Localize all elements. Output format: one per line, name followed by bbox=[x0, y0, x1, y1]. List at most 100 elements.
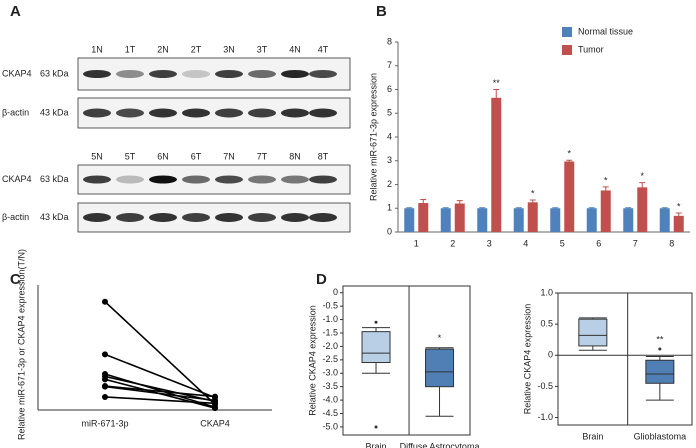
lane-label: 6N bbox=[157, 151, 169, 161]
plot-frame bbox=[342, 285, 471, 436]
x-tick-label: 5 bbox=[560, 238, 565, 248]
y-tick-label: 3 bbox=[387, 155, 392, 165]
significance: ** bbox=[493, 78, 501, 88]
y-tick-label: 0 bbox=[548, 350, 553, 360]
panel-label: C bbox=[10, 271, 21, 288]
y-axis-label: Relative CKAP4 expression bbox=[522, 304, 532, 415]
bar bbox=[600, 190, 611, 232]
size-label: 63 kDa bbox=[40, 174, 69, 184]
size-label: 43 kDa bbox=[40, 107, 69, 117]
significance: * bbox=[438, 333, 442, 343]
bar bbox=[527, 202, 538, 232]
band bbox=[215, 70, 243, 78]
lane-label: 5N bbox=[91, 151, 103, 161]
protein-label: CKAP4 bbox=[2, 174, 32, 184]
band bbox=[248, 175, 276, 184]
significance: * bbox=[531, 188, 535, 198]
x-tick-label: 4 bbox=[523, 238, 528, 248]
band bbox=[83, 70, 111, 78]
bar bbox=[673, 215, 684, 232]
band bbox=[215, 108, 243, 118]
point bbox=[102, 351, 108, 358]
y-tick-label: -4.0 bbox=[322, 394, 338, 404]
x-tick-label: 7 bbox=[633, 238, 638, 248]
band bbox=[83, 175, 111, 184]
x-tick-label: miR-671-3p bbox=[81, 418, 128, 428]
band bbox=[182, 213, 210, 222]
lane-label: 4T bbox=[318, 44, 329, 54]
lane-label: 8T bbox=[318, 151, 329, 161]
x-tick-label: 8 bbox=[669, 238, 674, 248]
legend-label: Normal tissue bbox=[578, 26, 633, 36]
y-tick-label: -0.5 bbox=[537, 381, 553, 391]
box bbox=[645, 359, 675, 384]
pair-line bbox=[104, 301, 216, 405]
band bbox=[116, 108, 144, 118]
error-bar bbox=[529, 199, 536, 205]
y-tick-label: 4 bbox=[387, 131, 392, 141]
y-tick-label: -1.0 bbox=[537, 412, 553, 422]
bar bbox=[659, 208, 670, 232]
y-tick-label: 8 bbox=[387, 36, 392, 46]
bar bbox=[477, 208, 488, 232]
x-tick-label: 6 bbox=[596, 238, 601, 248]
box bbox=[361, 331, 391, 364]
y-tick-label: 1.0 bbox=[540, 287, 553, 297]
panel-label: A bbox=[10, 3, 21, 20]
x-tick-label: 3 bbox=[487, 238, 492, 248]
y-tick-label: 0.5 bbox=[540, 319, 553, 329]
band bbox=[149, 108, 177, 118]
legend-swatch bbox=[562, 27, 572, 37]
y-tick-label: -3.0 bbox=[322, 368, 338, 378]
band bbox=[116, 175, 144, 184]
band bbox=[116, 70, 144, 78]
y-tick-label: 0 bbox=[333, 287, 338, 297]
pair-line bbox=[104, 375, 216, 403]
lane-label: 8N bbox=[289, 151, 301, 161]
band bbox=[248, 213, 276, 222]
pair-line bbox=[104, 385, 216, 402]
point bbox=[212, 405, 218, 412]
lane-label: 2T bbox=[191, 44, 202, 54]
lane-label: 1T bbox=[125, 44, 136, 54]
lane-label: 4N bbox=[289, 44, 301, 54]
bar bbox=[491, 97, 502, 232]
x-tick-label: Brain bbox=[582, 431, 603, 441]
lane-label: 3T bbox=[257, 44, 268, 54]
band bbox=[215, 213, 243, 222]
legend-swatch bbox=[562, 45, 572, 55]
error-bar bbox=[442, 207, 449, 209]
lane-label: 7N bbox=[223, 151, 235, 161]
legend-label: Tumor bbox=[578, 44, 604, 54]
x-tick-label: CKAP4 bbox=[200, 418, 230, 428]
band bbox=[182, 175, 210, 184]
y-axis-label: Relative miR-671-3p or CKAP4 expression(… bbox=[16, 249, 26, 440]
plot-frame bbox=[557, 292, 693, 426]
band bbox=[83, 213, 111, 222]
bar bbox=[550, 208, 561, 232]
x-tick-label: Glioblastoma bbox=[634, 431, 687, 441]
band bbox=[149, 175, 177, 184]
band bbox=[309, 108, 337, 118]
pair-line bbox=[104, 385, 216, 398]
bar bbox=[623, 208, 634, 232]
y-tick-label: 2 bbox=[387, 179, 392, 189]
band bbox=[149, 70, 177, 78]
band bbox=[281, 175, 309, 184]
lane-label: 1N bbox=[91, 44, 103, 54]
pair-line bbox=[104, 353, 216, 399]
flier bbox=[374, 320, 378, 324]
bar bbox=[513, 208, 524, 232]
flier bbox=[374, 425, 378, 429]
flier bbox=[658, 347, 662, 351]
x-tick-label: Brain bbox=[366, 441, 387, 448]
protein-label: β-actin bbox=[2, 107, 29, 117]
y-tick-label: 5 bbox=[387, 108, 392, 118]
band bbox=[248, 108, 276, 118]
band bbox=[309, 175, 337, 184]
y-tick-label: 6 bbox=[387, 84, 392, 94]
significance: * bbox=[677, 201, 681, 211]
bar bbox=[586, 208, 597, 232]
size-label: 43 kDa bbox=[40, 212, 69, 222]
lane-label: 3N bbox=[223, 44, 235, 54]
